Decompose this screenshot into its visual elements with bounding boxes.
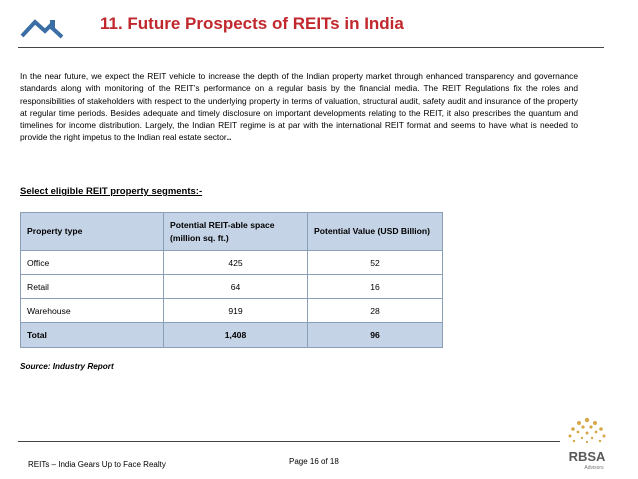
header-reitable-space: Potential REIT-able space (million sq. f… (163, 212, 308, 251)
brand-subtitle: Advisors (584, 465, 604, 471)
footer-document-title: REITs – India Gears Up to Face Realty (28, 460, 166, 469)
cell-total-value: 96 (307, 322, 443, 348)
cell-total-space: 1,408 (163, 322, 308, 348)
cell-space: 64 (163, 274, 308, 299)
house-logo-icon (20, 19, 64, 39)
brand-name: RBSA (569, 449, 606, 464)
cell-property-type: Warehouse (20, 298, 164, 323)
cell-property-type: Office (20, 250, 164, 275)
intro-trailing: .. (226, 132, 232, 143)
table-total-row: Total 1,408 96 (20, 322, 443, 348)
cell-value: 28 (307, 298, 443, 323)
table-header-row: Property type Potential REIT-able space … (20, 212, 443, 251)
title-divider (18, 47, 604, 48)
footer-page-number: Page 16 of 18 (289, 457, 339, 466)
intro-paragraph: In the near future, we expect the REIT v… (20, 70, 578, 144)
cell-total-label: Total (20, 322, 164, 348)
header-potential-value: Potential Value (USD Billion) (307, 212, 443, 251)
intro-text: In the near future, we expect the REIT v… (20, 71, 578, 143)
rbsa-advisors-logo-icon: RBSA Advisors (568, 417, 606, 471)
cell-property-type: Retail (20, 274, 164, 299)
reit-segments-table: Property type Potential REIT-able space … (20, 212, 443, 348)
footer-divider (18, 441, 560, 442)
table-row: Office 425 52 (20, 250, 443, 275)
source-note: Source: Industry Report (20, 362, 114, 371)
header-property-type: Property type (20, 212, 164, 251)
cell-space: 919 (163, 298, 308, 323)
page-title: 11. Future Prospects of REITs in India (100, 14, 404, 33)
cell-space: 425 (163, 250, 308, 275)
cell-value: 52 (307, 250, 443, 275)
cell-value: 16 (307, 274, 443, 299)
table-row: Warehouse 919 28 (20, 298, 443, 323)
segments-heading: Select eligible REIT property segments:- (20, 186, 203, 197)
table-row: Retail 64 16 (20, 274, 443, 299)
